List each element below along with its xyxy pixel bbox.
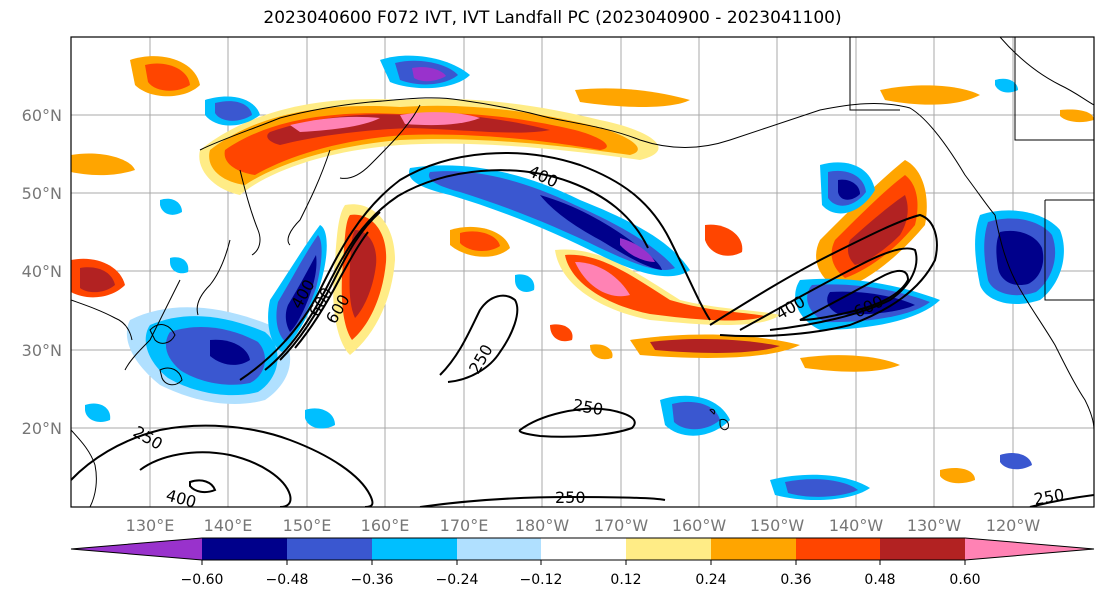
colorbar-segment bbox=[457, 538, 541, 560]
ivt-contours bbox=[71, 152, 1094, 507]
map-field: 400 600 250 250 250 250 400 400 600 600 … bbox=[71, 37, 1094, 512]
colorbar: −0.60 −0.48 −0.36 −0.24 −0.12 0.12 0.24 … bbox=[70, 537, 1095, 588]
lon-tick-label: 130°W bbox=[907, 516, 962, 535]
contour-label: 250 bbox=[555, 488, 586, 507]
colorbar-segment bbox=[372, 538, 457, 560]
colorbar-tick-label: 0.12 bbox=[610, 572, 641, 588]
colorbar-tick-label: −0.60 bbox=[181, 572, 224, 588]
lat-tick-label: 30°N bbox=[22, 341, 62, 360]
map-frame bbox=[70, 36, 1095, 508]
colorbar-tick-label: −0.24 bbox=[436, 572, 479, 588]
coastlines bbox=[71, 37, 1094, 507]
lat-axis: 60°N 50°N 40°N 30°N 20°N bbox=[22, 106, 62, 438]
lon-tick-label: 140°E bbox=[204, 516, 253, 535]
colorbar-tick-label: −0.48 bbox=[266, 572, 309, 588]
contour-label: 250 bbox=[1032, 485, 1065, 509]
lat-tick-label: 50°N bbox=[22, 184, 62, 203]
colorbar-tick-label: 0.24 bbox=[695, 572, 726, 588]
colorbar-segment bbox=[711, 538, 796, 560]
lon-tick-label: 130°E bbox=[126, 516, 175, 535]
lat-tick-label: 60°N bbox=[22, 106, 62, 125]
colorbar-tick-label: 0.48 bbox=[864, 572, 895, 588]
colorbar-segment bbox=[541, 538, 626, 560]
negative-ivt-shading bbox=[85, 55, 1064, 501]
colorbar-tick-label: 0.36 bbox=[780, 572, 811, 588]
lon-tick-label: 180°W bbox=[515, 516, 570, 535]
colorbar-segment bbox=[965, 538, 1094, 560]
colorbar-segment bbox=[287, 538, 372, 560]
contour-label: 400 bbox=[164, 486, 198, 512]
colorbar-ticks bbox=[201, 560, 966, 565]
lon-tick-label: 150°E bbox=[283, 516, 332, 535]
colorbar-segment bbox=[202, 538, 287, 560]
lon-tick-label: 170°W bbox=[594, 516, 649, 535]
lon-tick-label: 160°W bbox=[672, 516, 727, 535]
map-title: 2023040600 F072 IVT, IVT Landfall PC (20… bbox=[263, 8, 842, 28]
colorbar-tick-label: −0.12 bbox=[520, 572, 563, 588]
lon-tick-label: 150°W bbox=[750, 516, 805, 535]
colorbar-segment bbox=[71, 538, 202, 560]
lon-tick-label: 140°W bbox=[829, 516, 884, 535]
colorbar-tick-label: −0.36 bbox=[351, 572, 394, 588]
colorbar-segment bbox=[796, 538, 880, 560]
lon-tick-label: 120°W bbox=[986, 516, 1041, 535]
positive-ivt-shading bbox=[71, 56, 1094, 484]
lat-tick-label: 40°N bbox=[22, 262, 62, 281]
lat-tick-label: 20°N bbox=[22, 419, 62, 438]
lon-tick-label: 160°E bbox=[361, 516, 410, 535]
colorbar-segment bbox=[626, 538, 711, 560]
colorbar-segment bbox=[880, 538, 965, 560]
lon-tick-label: 170°E bbox=[440, 516, 489, 535]
lon-axis: 130°E 140°E 150°E 160°E 170°E 180°W 170°… bbox=[126, 516, 1041, 535]
colorbar-tick-label: 0.60 bbox=[949, 572, 980, 588]
